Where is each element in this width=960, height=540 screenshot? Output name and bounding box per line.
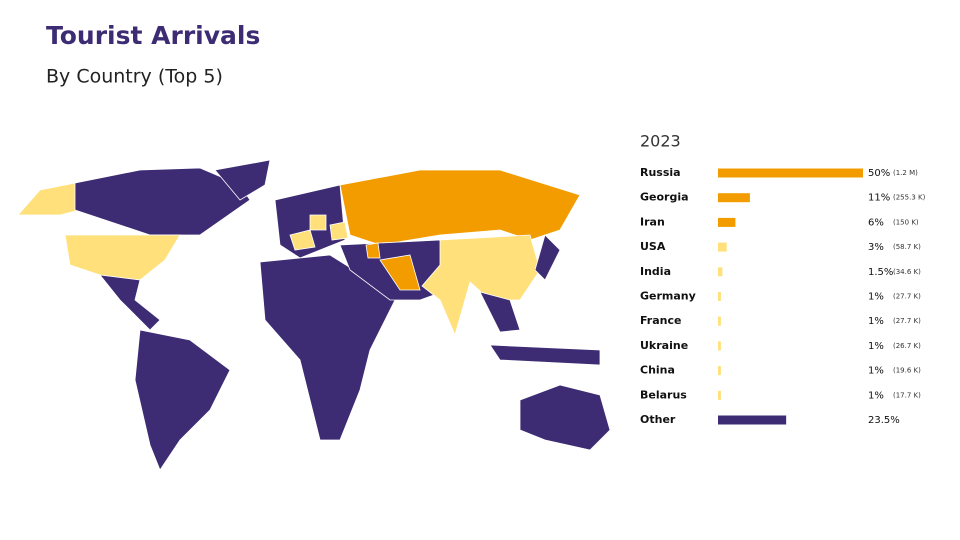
value-label: 1.5%: [868, 267, 893, 278]
bar: [718, 193, 750, 203]
category-label: China: [640, 364, 675, 377]
category-label: Ukraine: [640, 339, 688, 352]
germany: [309, 214, 327, 231]
value-label: 1%: [868, 366, 884, 377]
russia: [339, 169, 581, 246]
bar: [718, 217, 736, 227]
world-map: [17, 159, 611, 471]
bar: [718, 242, 727, 252]
value-label: 1%: [868, 341, 884, 352]
indonesia: [489, 344, 601, 366]
france: [289, 229, 316, 251]
value-label: 6%: [868, 217, 884, 228]
category-label: Iran: [640, 215, 665, 228]
value-label: 1%: [868, 316, 884, 327]
bar: [718, 292, 721, 301]
category-label: Georgia: [640, 191, 689, 204]
greenland: [214, 159, 271, 201]
alaska: [17, 182, 81, 216]
category-label: Other: [640, 413, 676, 426]
bar: [718, 415, 787, 425]
canada: [74, 167, 251, 236]
arrivals-label: (27.7 K): [893, 317, 921, 325]
category-label: Russia: [640, 166, 681, 179]
bar: [718, 341, 721, 351]
arrivals-label: (58.7 K): [893, 243, 921, 251]
bar: [718, 316, 721, 326]
value-label: 1%: [868, 292, 884, 303]
title: Tourist Arrivals: [46, 21, 260, 50]
china-india: [421, 234, 541, 337]
value-label: 50%: [868, 168, 890, 179]
arrivals-label: (26.7 K): [893, 342, 921, 350]
bar: [718, 168, 863, 178]
category-label: France: [640, 314, 681, 327]
arrivals-label: (150 K): [893, 218, 919, 226]
year-label: 2023: [640, 132, 681, 151]
arrivals-label: (1.2 M): [893, 169, 918, 177]
australia: [519, 384, 611, 451]
subtitle: By Country (Top 5): [46, 66, 223, 88]
arrivals-label: (255.3 K): [893, 194, 926, 202]
arrivals-label: (34.6 K): [893, 268, 921, 276]
arrivals-label: (19.6 K): [893, 367, 921, 375]
central-america: [99, 274, 161, 331]
ukraine: [329, 221, 349, 241]
value-label: 11%: [868, 193, 890, 204]
value-label: 3%: [868, 242, 884, 253]
georgia: [365, 242, 381, 259]
bar: [718, 390, 721, 400]
south-america: [134, 329, 231, 471]
value-label: 1%: [868, 390, 884, 401]
value-label: 23.5%: [868, 415, 900, 426]
arrivals-label: (27.7 K): [893, 293, 921, 301]
iran: [379, 254, 421, 291]
bar: [718, 366, 721, 376]
southeast-asia: [479, 291, 521, 333]
category-label: USA: [640, 240, 666, 253]
usa: [64, 234, 181, 281]
bar: [718, 267, 723, 277]
category-label: Germany: [640, 290, 696, 303]
category-label: Belarus: [640, 388, 687, 401]
japan: [534, 234, 561, 281]
arrivals-label: (17.7 K): [893, 391, 921, 399]
category-label: India: [640, 265, 671, 278]
